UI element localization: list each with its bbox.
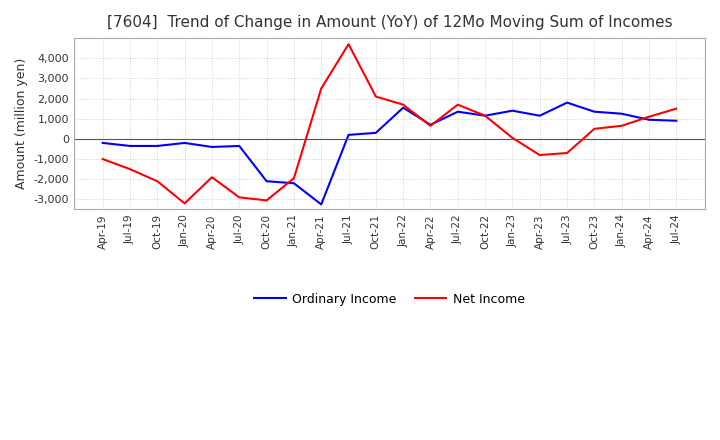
Net Income bbox=[644, 114, 653, 119]
Net Income bbox=[99, 156, 107, 161]
Ordinary Income bbox=[563, 100, 572, 105]
Net Income bbox=[399, 102, 408, 107]
Line: Net Income: Net Income bbox=[103, 44, 676, 203]
Net Income bbox=[262, 198, 271, 203]
Net Income bbox=[344, 41, 353, 47]
Ordinary Income bbox=[508, 108, 517, 114]
Ordinary Income bbox=[317, 202, 325, 207]
Net Income bbox=[672, 106, 680, 111]
Ordinary Income bbox=[180, 140, 189, 146]
Ordinary Income bbox=[207, 144, 216, 150]
Net Income bbox=[235, 195, 243, 200]
Ordinary Income bbox=[399, 105, 408, 110]
Net Income bbox=[536, 152, 544, 158]
Net Income bbox=[317, 86, 325, 91]
Ordinary Income bbox=[153, 143, 162, 149]
Net Income bbox=[563, 150, 572, 156]
Ordinary Income bbox=[235, 143, 243, 149]
Net Income bbox=[426, 123, 435, 128]
Net Income bbox=[508, 135, 517, 140]
Ordinary Income bbox=[262, 179, 271, 184]
Net Income bbox=[454, 102, 462, 107]
Y-axis label: Amount (million yen): Amount (million yen) bbox=[15, 58, 28, 189]
Ordinary Income bbox=[454, 109, 462, 114]
Net Income bbox=[590, 126, 599, 132]
Title: [7604]  Trend of Change in Amount (YoY) of 12Mo Moving Sum of Incomes: [7604] Trend of Change in Amount (YoY) o… bbox=[107, 15, 672, 30]
Net Income bbox=[289, 176, 298, 181]
Line: Ordinary Income: Ordinary Income bbox=[103, 103, 676, 205]
Ordinary Income bbox=[289, 180, 298, 186]
Ordinary Income bbox=[372, 130, 380, 136]
Ordinary Income bbox=[617, 111, 626, 116]
Ordinary Income bbox=[644, 117, 653, 122]
Ordinary Income bbox=[536, 113, 544, 118]
Net Income bbox=[180, 201, 189, 206]
Net Income bbox=[207, 175, 216, 180]
Net Income bbox=[372, 94, 380, 99]
Ordinary Income bbox=[426, 122, 435, 128]
Ordinary Income bbox=[481, 113, 490, 118]
Net Income bbox=[153, 179, 162, 184]
Legend: Ordinary Income, Net Income: Ordinary Income, Net Income bbox=[249, 288, 530, 311]
Net Income bbox=[617, 123, 626, 128]
Ordinary Income bbox=[99, 140, 107, 146]
Ordinary Income bbox=[344, 132, 353, 138]
Ordinary Income bbox=[590, 109, 599, 114]
Net Income bbox=[481, 113, 490, 118]
Ordinary Income bbox=[672, 118, 680, 123]
Net Income bbox=[126, 166, 135, 172]
Ordinary Income bbox=[126, 143, 135, 149]
